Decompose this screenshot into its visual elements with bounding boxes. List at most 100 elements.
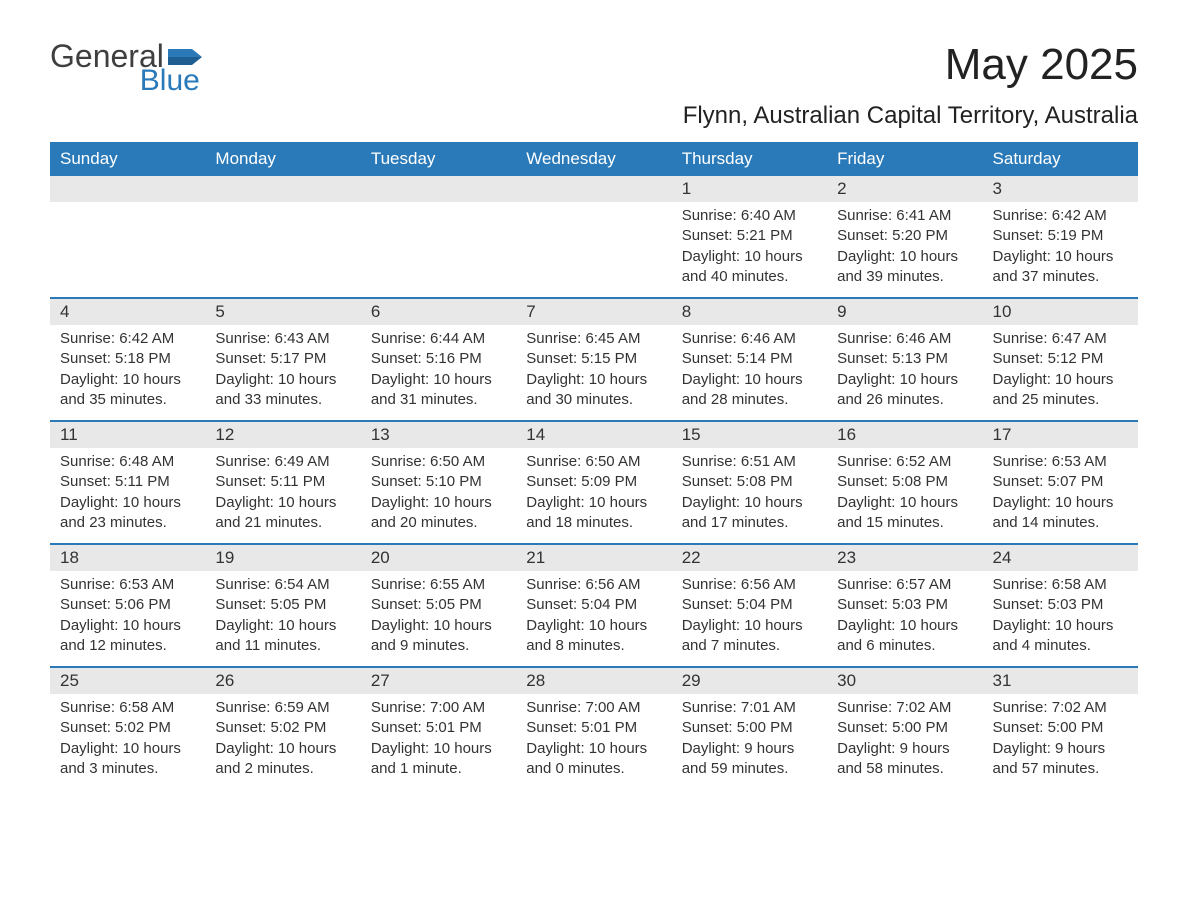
calendar-day: 2Sunrise: 6:41 AMSunset: 5:20 PMDaylight… [827,176,982,297]
calendar-day: 18Sunrise: 6:53 AMSunset: 5:06 PMDayligh… [50,545,205,666]
calendar-day [361,176,516,297]
sunset-text: Sunset: 5:08 PM [837,472,972,492]
day-number: 22 [672,545,827,571]
day-number: 21 [516,545,671,571]
day-number: 27 [361,668,516,694]
sunset-text: Sunset: 5:01 PM [371,718,506,738]
day-number: 2 [827,176,982,202]
daylight-text: Daylight: 10 hours and 26 minutes. [837,370,972,411]
sunset-text: Sunset: 5:07 PM [993,472,1128,492]
calendar-day: 23Sunrise: 6:57 AMSunset: 5:03 PMDayligh… [827,545,982,666]
day-details: Sunrise: 6:48 AMSunset: 5:11 PMDaylight:… [50,448,205,533]
day-details: Sunrise: 6:58 AMSunset: 5:02 PMDaylight:… [50,694,205,779]
day-details: Sunrise: 6:55 AMSunset: 5:05 PMDaylight:… [361,571,516,656]
day-number: 23 [827,545,982,571]
sunrise-text: Sunrise: 6:57 AM [837,575,972,595]
day-details: Sunrise: 6:45 AMSunset: 5:15 PMDaylight:… [516,325,671,410]
sunset-text: Sunset: 5:20 PM [837,226,972,246]
daylight-text: Daylight: 10 hours and 23 minutes. [60,493,195,534]
sunrise-text: Sunrise: 6:42 AM [993,206,1128,226]
day-details: Sunrise: 6:49 AMSunset: 5:11 PMDaylight:… [205,448,360,533]
calendar-day: 15Sunrise: 6:51 AMSunset: 5:08 PMDayligh… [672,422,827,543]
daylight-text: Daylight: 10 hours and 35 minutes. [60,370,195,411]
sunset-text: Sunset: 5:04 PM [526,595,661,615]
day-number: 14 [516,422,671,448]
sunrise-text: Sunrise: 6:59 AM [215,698,350,718]
sunrise-text: Sunrise: 6:42 AM [60,329,195,349]
sunrise-text: Sunrise: 7:02 AM [993,698,1128,718]
day-details: Sunrise: 6:53 AMSunset: 5:06 PMDaylight:… [50,571,205,656]
daylight-text: Daylight: 10 hours and 14 minutes. [993,493,1128,534]
daylight-text: Daylight: 10 hours and 18 minutes. [526,493,661,534]
day-details: Sunrise: 6:47 AMSunset: 5:12 PMDaylight:… [983,325,1138,410]
calendar-day: 11Sunrise: 6:48 AMSunset: 5:11 PMDayligh… [50,422,205,543]
day-number: 10 [983,299,1138,325]
day-details: Sunrise: 6:52 AMSunset: 5:08 PMDaylight:… [827,448,982,533]
dow-monday: Monday [205,142,360,176]
sunrise-text: Sunrise: 6:55 AM [371,575,506,595]
sunset-text: Sunset: 5:00 PM [837,718,972,738]
day-number [516,176,671,202]
day-number: 16 [827,422,982,448]
day-number: 5 [205,299,360,325]
sunrise-text: Sunrise: 6:50 AM [526,452,661,472]
day-details: Sunrise: 6:56 AMSunset: 5:04 PMDaylight:… [516,571,671,656]
daylight-text: Daylight: 10 hours and 20 minutes. [371,493,506,534]
day-details: Sunrise: 6:43 AMSunset: 5:17 PMDaylight:… [205,325,360,410]
day-number: 11 [50,422,205,448]
day-number: 20 [361,545,516,571]
sunset-text: Sunset: 5:11 PM [215,472,350,492]
daylight-text: Daylight: 10 hours and 0 minutes. [526,739,661,780]
sunrise-text: Sunrise: 6:50 AM [371,452,506,472]
sunrise-text: Sunrise: 6:54 AM [215,575,350,595]
daylight-text: Daylight: 10 hours and 40 minutes. [682,247,817,288]
calendar: Sunday Monday Tuesday Wednesday Thursday… [50,142,1138,789]
day-details: Sunrise: 7:00 AMSunset: 5:01 PMDaylight:… [361,694,516,779]
day-details: Sunrise: 7:02 AMSunset: 5:00 PMDaylight:… [827,694,982,779]
calendar-day: 21Sunrise: 6:56 AMSunset: 5:04 PMDayligh… [516,545,671,666]
sunrise-text: Sunrise: 6:56 AM [682,575,817,595]
sunrise-text: Sunrise: 7:00 AM [371,698,506,718]
sunset-text: Sunset: 5:18 PM [60,349,195,369]
day-number: 3 [983,176,1138,202]
day-number [205,176,360,202]
sunset-text: Sunset: 5:21 PM [682,226,817,246]
day-number: 7 [516,299,671,325]
day-number: 15 [672,422,827,448]
sunrise-text: Sunrise: 7:02 AM [837,698,972,718]
daylight-text: Daylight: 10 hours and 4 minutes. [993,616,1128,657]
sunset-text: Sunset: 5:13 PM [837,349,972,369]
day-number: 25 [50,668,205,694]
dow-saturday: Saturday [983,142,1138,176]
daylight-text: Daylight: 10 hours and 6 minutes. [837,616,972,657]
day-number: 24 [983,545,1138,571]
sunrise-text: Sunrise: 6:49 AM [215,452,350,472]
page-header: General Blue May 2025 [50,40,1138,96]
sunrise-text: Sunrise: 6:58 AM [60,698,195,718]
daylight-text: Daylight: 9 hours and 59 minutes. [682,739,817,780]
sunset-text: Sunset: 5:03 PM [993,595,1128,615]
calendar-week: 1Sunrise: 6:40 AMSunset: 5:21 PMDaylight… [50,176,1138,297]
sunset-text: Sunset: 5:00 PM [682,718,817,738]
daylight-text: Daylight: 10 hours and 31 minutes. [371,370,506,411]
daylight-text: Daylight: 10 hours and 9 minutes. [371,616,506,657]
daylight-text: Daylight: 10 hours and 11 minutes. [215,616,350,657]
sunset-text: Sunset: 5:15 PM [526,349,661,369]
sunrise-text: Sunrise: 6:43 AM [215,329,350,349]
day-number [361,176,516,202]
calendar-day: 14Sunrise: 6:50 AMSunset: 5:09 PMDayligh… [516,422,671,543]
sunset-text: Sunset: 5:00 PM [993,718,1128,738]
daylight-text: Daylight: 10 hours and 7 minutes. [682,616,817,657]
sunset-text: Sunset: 5:14 PM [682,349,817,369]
sunrise-text: Sunrise: 6:53 AM [60,575,195,595]
calendar-day: 17Sunrise: 6:53 AMSunset: 5:07 PMDayligh… [983,422,1138,543]
calendar-day: 12Sunrise: 6:49 AMSunset: 5:11 PMDayligh… [205,422,360,543]
day-details: Sunrise: 6:46 AMSunset: 5:14 PMDaylight:… [672,325,827,410]
sunset-text: Sunset: 5:11 PM [60,472,195,492]
sunrise-text: Sunrise: 6:48 AM [60,452,195,472]
sunset-text: Sunset: 5:04 PM [682,595,817,615]
day-of-week-header: Sunday Monday Tuesday Wednesday Thursday… [50,142,1138,176]
calendar-day: 10Sunrise: 6:47 AMSunset: 5:12 PMDayligh… [983,299,1138,420]
sunrise-text: Sunrise: 7:00 AM [526,698,661,718]
day-number: 18 [50,545,205,571]
